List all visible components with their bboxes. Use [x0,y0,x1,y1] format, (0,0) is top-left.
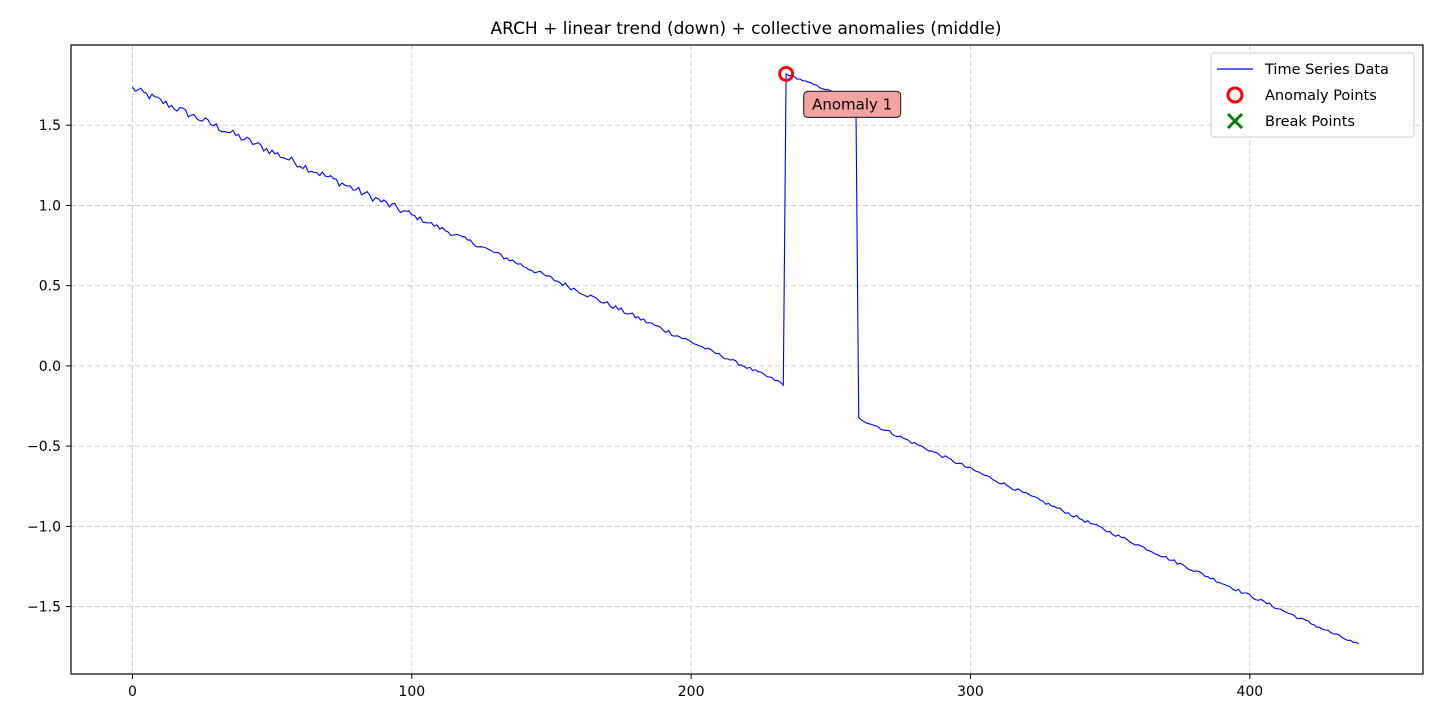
legend-label-series: Time Series Data [1264,62,1389,78]
axes-frame [70,44,1424,675]
anomaly-layer [778,65,795,82]
legend-box [1210,52,1415,138]
legend-label-anomaly: Anomaly Points [1265,88,1377,104]
y-tick-label: 1.0 [39,198,61,214]
ticks-layer: 0 100 200 300 400 −1.5 −1.0 −0.5 0.0 0.5 1.0 1.5 [27,118,1263,700]
x-tick-label: 0 [128,684,137,700]
series-layer [132,72,1360,645]
x-tick-label: 400 [1236,684,1263,700]
legend-break-marker-icon [1226,112,1244,130]
y-tick-label: 0.0 [39,359,61,375]
annotation-label: Anomaly 1 [812,95,892,113]
y-tick-label: −1.0 [27,519,61,535]
x-tick-label: 100 [398,684,425,700]
grid-layer [71,45,1423,674]
series-line-time-series-data [132,72,1360,645]
y-tick-label: −1.5 [27,600,61,616]
x-tick-label: 200 [678,684,705,700]
annotation-box [803,90,902,118]
annotation-layer: Anomaly 1 [803,90,902,118]
chart-title: ARCH + linear trend (down) + collective … [490,19,1001,39]
y-tick-label: −0.5 [27,439,61,455]
legend: Time Series Data Anomaly Points Break Po… [1210,52,1415,138]
legend-label-break: Break Points [1265,114,1355,130]
anomaly-point-marker [778,65,795,82]
x-tick-label: 300 [957,684,984,700]
y-tick-label: 1.5 [39,118,61,134]
legend-anomaly-marker-icon [1226,86,1244,104]
y-tick-label: 0.5 [39,279,61,295]
